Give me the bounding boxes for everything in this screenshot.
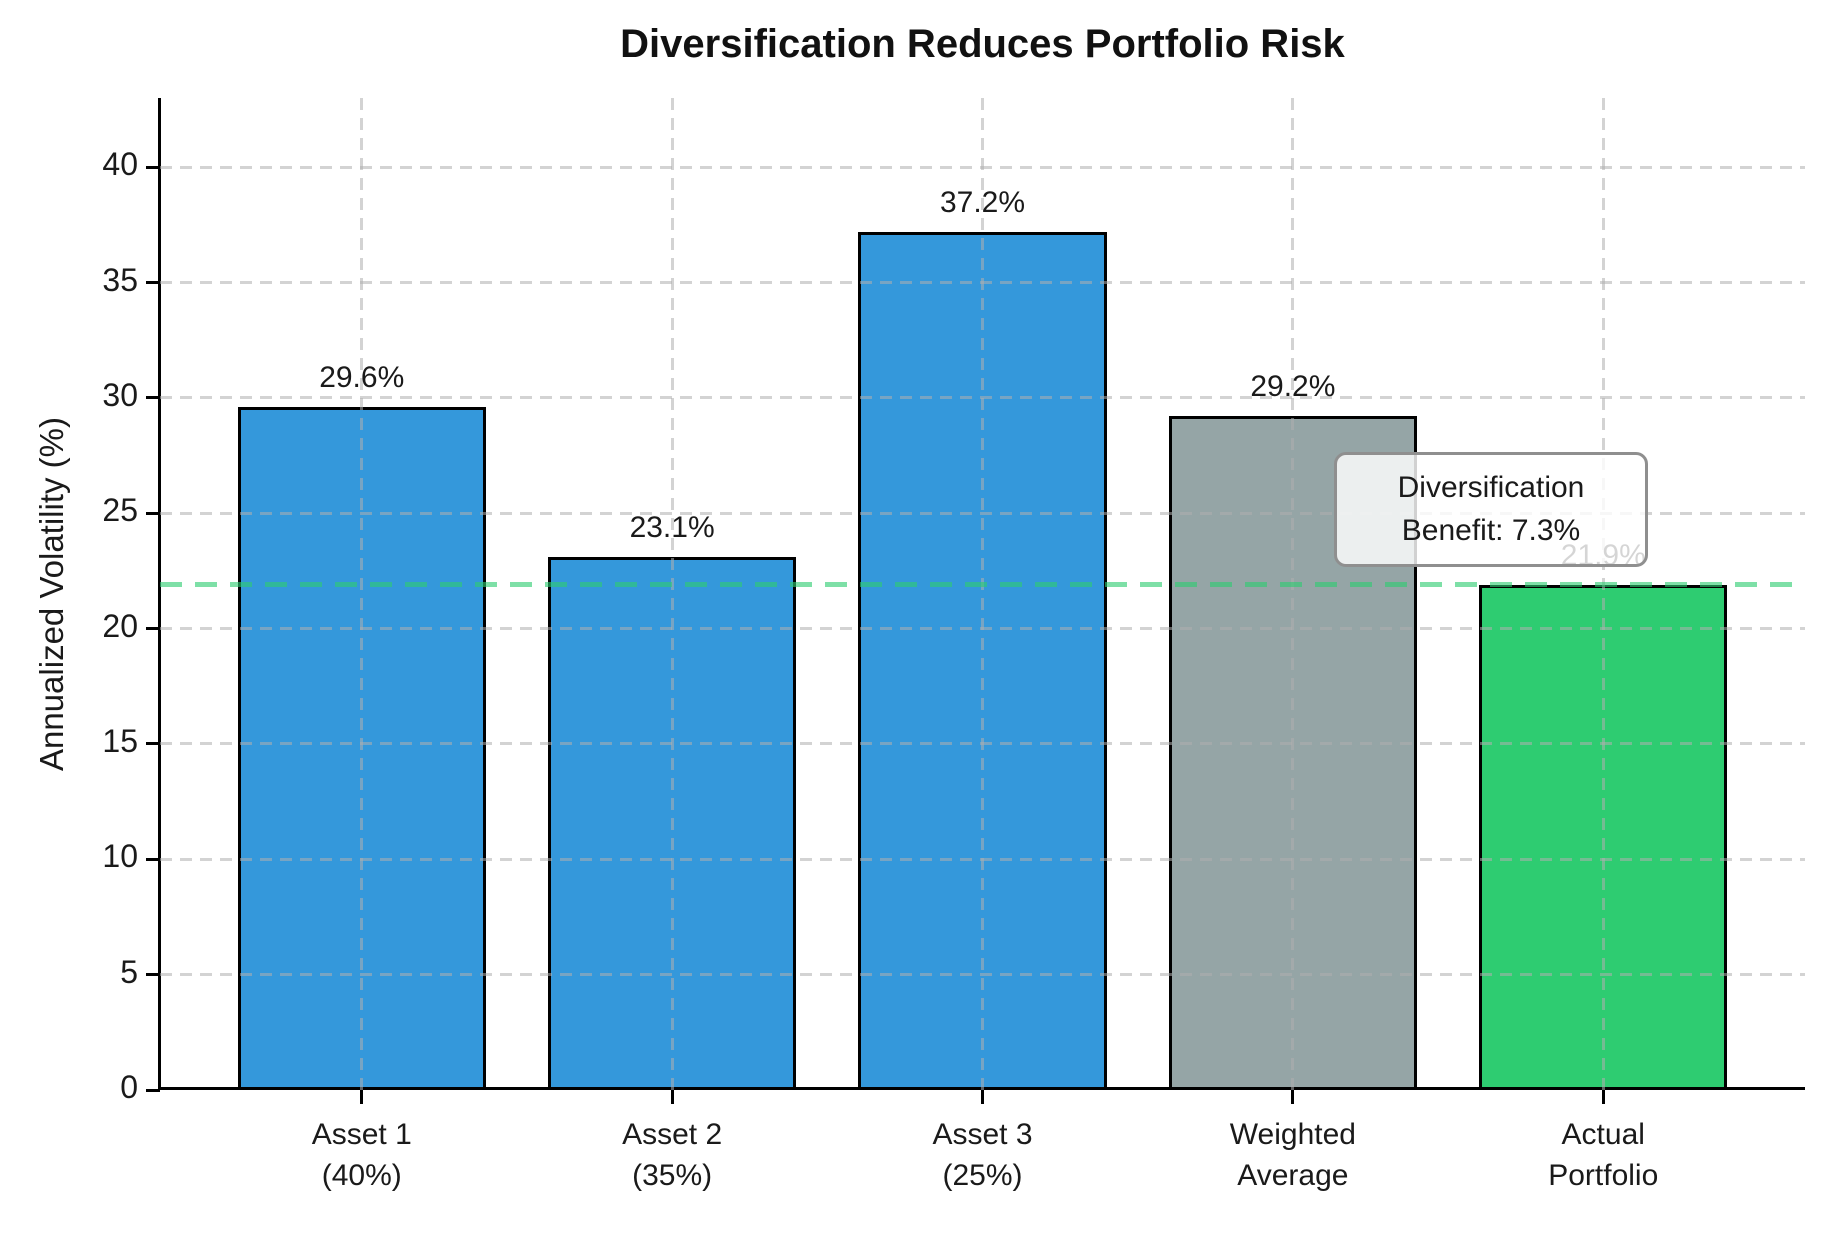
x-tick-label-line: Average (1237, 1159, 1349, 1193)
bar-value-label: 37.2% (939, 185, 1026, 219)
y-tick-mark (146, 627, 160, 631)
x-tick-label: Actual Portfolio (1443, 1114, 1763, 1197)
v-gridline (1291, 98, 1295, 1090)
annotation-line2: Benefit: 7.3% (1401, 513, 1581, 547)
y-tick-mark (146, 742, 160, 746)
x-tick-mark (1291, 1090, 1295, 1104)
bar-value-label: 29.2% (1250, 370, 1336, 404)
v-gridline (670, 98, 674, 1090)
x-tick-label-line: Portfolio (1548, 1159, 1659, 1193)
x-tick-mark (981, 1090, 984, 1104)
x-tick-mark (360, 1090, 364, 1104)
chart-title: Diversification Reduces Portfolio Risk (620, 22, 1345, 66)
x-tick-label: Asset 2 (35%) (512, 1114, 832, 1197)
x-tick-mark (1601, 1090, 1605, 1104)
portfolio-volatility-reference-line (160, 582, 1805, 588)
v-gridline (981, 98, 984, 1090)
y-tick-label: 25 (102, 492, 138, 529)
y-tick-mark (146, 396, 160, 400)
annotation-box: Diversification Benefit: 7.3% (1334, 452, 1648, 568)
x-tick-label-line: Asset 1 (311, 1118, 412, 1151)
v-gridline (360, 98, 364, 1090)
y-tick-mark (146, 281, 160, 285)
bar-value-label: 29.6% (319, 361, 405, 395)
y-tick-mark (146, 165, 160, 169)
y-tick-label: 30 (102, 376, 138, 413)
y-tick-mark (146, 511, 160, 515)
y-axis-label: Annualized Volatility (%) (33, 416, 70, 772)
y-tick-label: 0 (120, 1069, 138, 1105)
y-tick-label: 10 (102, 838, 138, 875)
y-tick-label: 15 (102, 722, 138, 759)
v-gridline (1601, 98, 1605, 1090)
y-tick-label: 40 (102, 146, 138, 183)
x-tick-label-line: Asset 3 (932, 1118, 1033, 1151)
x-tick-mark (670, 1090, 674, 1104)
x-tick-label-line: (40%) (321, 1159, 402, 1193)
x-tick-label: Asset 1 (40%) (202, 1114, 522, 1197)
x-tick-label-line: (35%) (632, 1159, 713, 1193)
bar-value-label: 23.1% (629, 511, 715, 545)
y-tick-mark (146, 973, 160, 977)
x-tick-label-line: Weighted (1229, 1118, 1356, 1151)
x-tick-label-line: (25%) (942, 1159, 1023, 1193)
y-tick-label: 5 (120, 953, 138, 990)
y-tick-mark (146, 1088, 160, 1092)
y-tick-label: 35 (102, 261, 138, 298)
x-tick-label-line: Asset 2 (622, 1118, 723, 1151)
y-tick-mark (146, 857, 160, 861)
x-tick-label: Weighted Average (1133, 1114, 1453, 1197)
annotation-line1: Diversification (1397, 471, 1585, 504)
x-tick-label-line: Actual (1561, 1118, 1645, 1151)
x-tick-label: Asset 3 (25%) (823, 1114, 1143, 1197)
y-tick-label: 20 (102, 607, 138, 644)
